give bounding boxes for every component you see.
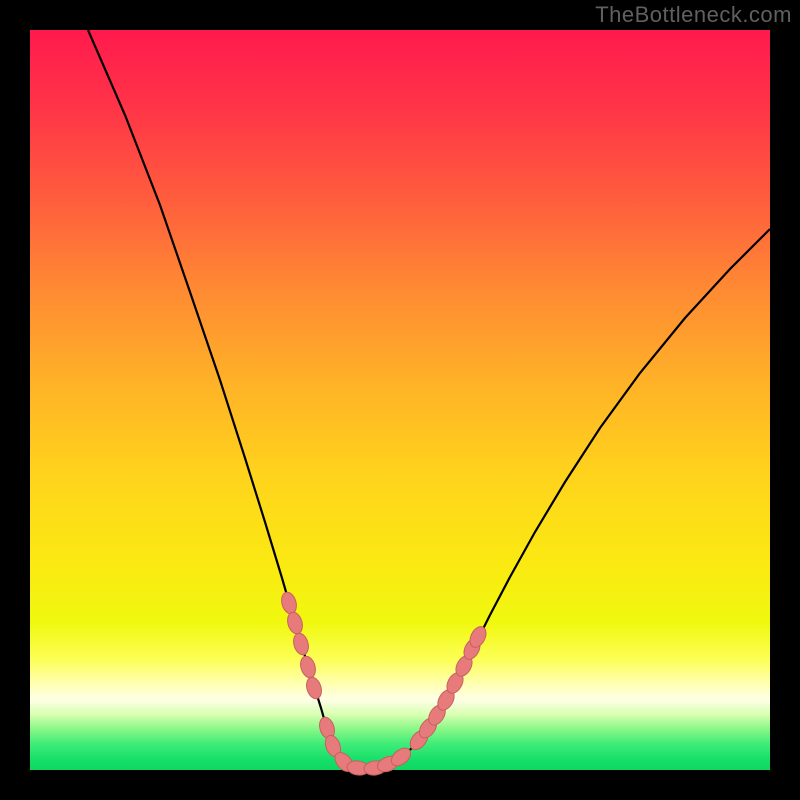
canvas-root: TheBottleneck.com	[0, 0, 800, 800]
plot-svg	[30, 30, 770, 770]
watermark-text: TheBottleneck.com	[595, 2, 792, 28]
plot-area	[30, 30, 770, 770]
gradient-background	[30, 30, 770, 770]
